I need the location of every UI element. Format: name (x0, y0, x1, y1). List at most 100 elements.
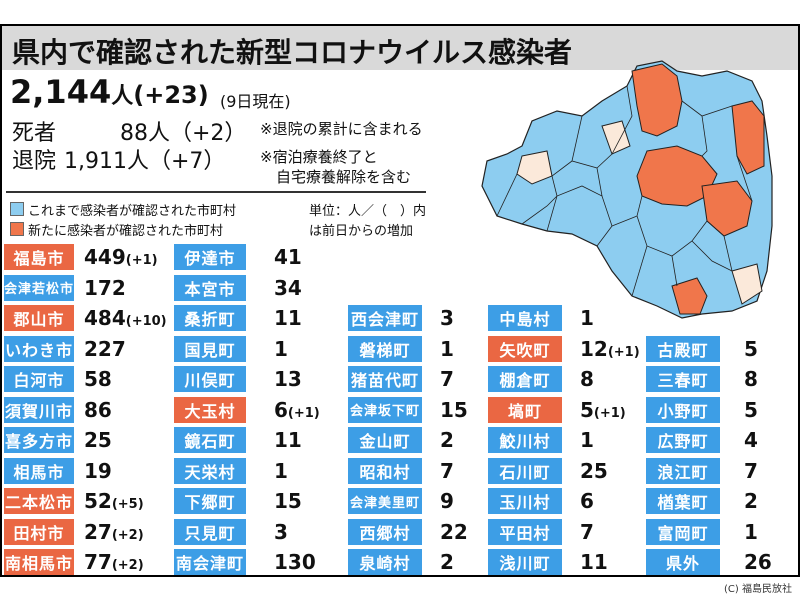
case-count: 15 (274, 488, 302, 514)
case-count: 4 (744, 427, 758, 453)
case-count: 1 (274, 458, 288, 484)
municipality-name: 本宮市 (174, 274, 246, 301)
municipality-name: 鮫川村 (488, 427, 562, 453)
case-count: 5 (744, 336, 758, 362)
case-count: 9 (440, 488, 454, 514)
legend-blue-swatch (10, 202, 24, 216)
case-count-value: 22 (440, 519, 468, 544)
total-unit: 人 (111, 84, 134, 109)
note-recovered-2: 自宅療養解除を含む (276, 168, 412, 186)
case-count-value: 41 (274, 245, 302, 269)
municipality-name: 石川町 (488, 457, 562, 484)
map-region-central (636, 145, 718, 207)
fukushima-map (481, 60, 773, 319)
note-recovered-1: ※宿泊療養終了と (260, 148, 378, 166)
case-count: 41 (274, 244, 302, 270)
case-count: 11 (274, 305, 302, 331)
case-increase: (+1) (593, 405, 626, 421)
case-count-value: 3 (440, 306, 454, 330)
case-count-value: 86 (84, 397, 112, 422)
municipality-name: 二本松市 (4, 488, 74, 514)
municipality-name: 富岡町 (646, 518, 720, 545)
case-count: 449(+1) (84, 244, 158, 270)
case-count: 7 (440, 458, 454, 484)
municipality-name: 伊達市 (174, 244, 246, 270)
case-count: 8 (744, 366, 758, 392)
case-count: 34 (274, 275, 302, 301)
municipality-name: 川俣町 (174, 366, 246, 392)
municipality-name: 会津坂下町 (348, 396, 422, 423)
title-bar: 県内で確認された新型コロナウイルス感染者 (2, 26, 798, 70)
case-count: 7 (580, 519, 594, 545)
municipality-name: 郡山市 (4, 305, 74, 331)
unit-note-1: 単位：人／（ ）内 (309, 204, 427, 219)
case-count-value: 52 (84, 489, 112, 513)
case-count-value: 8 (744, 367, 758, 391)
case-count-value: 5 (580, 397, 594, 422)
case-count: 8 (580, 366, 594, 392)
case-count-value: 172 (84, 275, 126, 300)
case-count: 1 (274, 336, 288, 362)
case-count-value: 19 (84, 458, 112, 483)
case-count-value: 27 (84, 519, 112, 544)
case-count-value: 15 (274, 489, 302, 513)
municipality-name: 広野町 (646, 427, 720, 453)
recovered-value: 1,911人（+7） (64, 149, 226, 174)
case-count: 58 (84, 366, 112, 392)
case-count: 5(+1) (580, 397, 626, 423)
legend-blue-label: これまで感染者が確認された市町村 (28, 204, 237, 219)
municipality-name: 田村市 (4, 518, 74, 545)
municipality-name: 天栄村 (174, 457, 246, 484)
case-count: 25 (580, 458, 608, 484)
municipality-name: 昭和村 (348, 457, 422, 484)
municipality-name: 喜多方市 (4, 427, 74, 453)
municipality-name: 相馬市 (4, 457, 74, 484)
case-count-value: 7 (744, 458, 758, 483)
case-count-value: 5 (744, 397, 758, 422)
map-region-nocases-2 (601, 120, 631, 155)
case-count-value: 25 (580, 458, 608, 483)
case-count-value: 25 (84, 428, 112, 452)
case-count-value: 34 (274, 275, 302, 300)
municipality-name: 会津美里町 (348, 488, 422, 514)
case-increase: (+5) (111, 497, 144, 512)
case-count: 52(+5) (84, 488, 144, 514)
case-count: 7 (744, 458, 758, 484)
case-count-value: 77 (84, 550, 112, 574)
case-count: 2 (440, 427, 454, 453)
case-count: 15 (440, 397, 468, 423)
case-count: 22 (440, 519, 468, 545)
municipality-name: 三春町 (646, 366, 720, 392)
case-count: 1 (440, 336, 454, 362)
case-count: 6(+1) (274, 397, 320, 423)
case-count-value: 1 (580, 428, 594, 452)
municipality-name: 浅川町 (488, 549, 562, 575)
municipality-name: 小野町 (646, 396, 720, 423)
municipality-name: 大玉村 (174, 396, 246, 423)
case-count-value: 5 (744, 336, 758, 361)
total-value: 2,144 (10, 73, 112, 111)
case-count: 11 (274, 427, 302, 453)
note-deaths: ※退院の累計に含まれる (260, 120, 423, 138)
municipality-name: 楢葉町 (646, 488, 720, 514)
municipality-name: 塙町 (488, 396, 562, 423)
case-count-value: 1 (274, 458, 288, 483)
case-count: 7 (440, 366, 454, 392)
case-count: 3 (274, 519, 288, 545)
case-count-value: 227 (84, 336, 126, 361)
municipality-name: 西会津町 (348, 305, 422, 331)
case-increase: (+2) (111, 527, 144, 543)
map-region-nocases-3 (731, 263, 763, 305)
case-count-value: 1 (744, 519, 758, 544)
case-count-value: 12 (580, 336, 608, 361)
case-count-value: 130 (274, 550, 316, 574)
case-count: 3 (440, 305, 454, 331)
case-count-value: 1 (440, 336, 454, 361)
case-increase: (+2) (111, 558, 144, 573)
case-increase: (+10) (125, 314, 167, 329)
case-count-value: 8 (580, 367, 594, 391)
legend-orange-label: 新たに感染者が確認された市町村 (28, 224, 224, 239)
recovered-label: 退院 (12, 149, 57, 174)
total-increase: (+23) (133, 81, 209, 109)
case-count: 5 (744, 397, 758, 423)
